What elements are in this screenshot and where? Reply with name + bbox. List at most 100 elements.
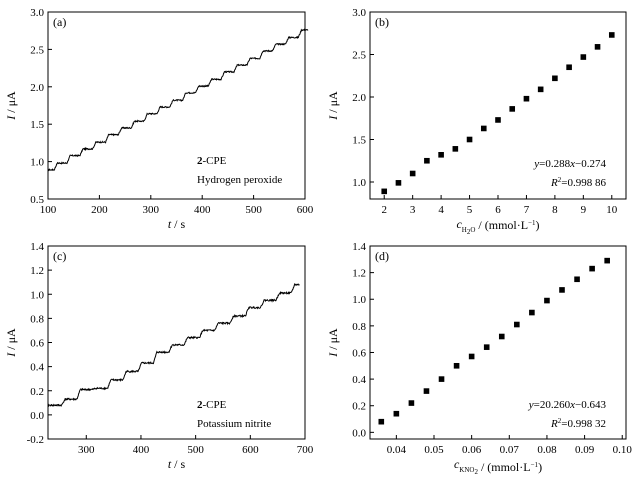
data-point: [452, 146, 459, 152]
x-tick-label: 400: [194, 204, 211, 216]
x-tick-label: 0.08: [537, 444, 557, 456]
y-tick-label: 0.5: [30, 194, 44, 206]
x-tick-label: 0.05: [424, 444, 444, 456]
panel-b: 2 3 4 5 6 7 8 9 10 1.0 1.5 2.0 2.5 3.0 (b) I / μA cH2O /…: [326, 7, 627, 236]
x-axis-label: t / s: [168, 217, 186, 231]
data-point: [537, 86, 544, 93]
y-tick-label: 0.8: [352, 321, 366, 333]
x-tick-label: 600: [242, 444, 259, 456]
data-point: [589, 265, 595, 272]
y-tick-label: 2.0: [352, 92, 366, 104]
data-point: [409, 170, 416, 177]
y-tick-label: 1.5: [352, 135, 366, 147]
data-point: [378, 418, 385, 425]
y-axis-label: I / μA: [4, 328, 18, 358]
x-tick-label: 5: [467, 204, 473, 216]
y-tick-label: 1.0: [30, 289, 44, 301]
annotation-electrode: 2-CPE: [197, 155, 227, 167]
y-tick-label: -0.2: [27, 434, 44, 446]
fit-equation: y=20.260x−0.643: [528, 399, 607, 411]
panel-a: 100 200 300 400 500 600 0.5 1.0 1.5 2.0 2.5 3.0 (a) I…: [4, 7, 314, 231]
panel-c: 300 400 500 600 700 -0.2 0.0 0.2 0.4 0.6 0.8 1.0 1.2…: [4, 241, 314, 471]
data-point: [408, 400, 415, 406]
data-point: [608, 32, 615, 38]
data-point: [514, 321, 520, 328]
x-tick-label: 6: [495, 204, 501, 216]
data-point: [393, 410, 400, 417]
x-tick-label: 9: [581, 204, 587, 216]
y-tick-label: 2.5: [352, 50, 366, 62]
x-tick-label: 4: [438, 204, 444, 216]
data-point: [566, 64, 572, 71]
y-tick-label: 1.4: [352, 241, 366, 253]
data-point: [544, 297, 550, 304]
x-tick-label: 0.10: [613, 444, 633, 456]
annotation-analyte: Hydrogen peroxide: [197, 174, 282, 186]
y-tick-label: 3.0: [352, 7, 366, 19]
data-point: [453, 362, 460, 369]
plot-frame: [47, 11, 306, 200]
data-point: [495, 117, 501, 123]
y-tick-label: 2.5: [30, 44, 44, 56]
y-axis-label: I / μA: [326, 91, 340, 121]
data-point: [509, 106, 516, 112]
fit-r-squared: R2=0.998 32: [550, 417, 606, 430]
x-axis-label: cKNO2 / (mmol·L−1): [454, 457, 542, 476]
y-tick-label: 0.2: [30, 386, 44, 398]
y-tick-label: 1.0: [30, 157, 44, 169]
x-tick-label: 200: [91, 204, 108, 216]
y-tick-label: 0.2: [352, 401, 366, 413]
data-point: [594, 44, 601, 50]
x-tick-label: 0.04: [387, 444, 407, 456]
data-point: [438, 376, 445, 382]
plot-frame: [47, 245, 306, 440]
annotation-electrode: 2-CPE: [197, 399, 227, 411]
x-tick-label: 700: [297, 444, 314, 456]
data-point: [468, 353, 475, 360]
x-tick-label: 500: [245, 204, 262, 216]
x-tick-label: 0.09: [575, 444, 595, 456]
x-tick-label: 300: [143, 204, 160, 216]
plot-frame: [369, 245, 627, 440]
x-tick-label: 300: [78, 444, 95, 456]
data-point: [580, 54, 587, 60]
y-tick-label: 0.0: [30, 410, 44, 422]
data-point: [559, 287, 565, 293]
x-tick-label: 3: [410, 204, 416, 216]
data-point: [381, 188, 388, 195]
fit-equation: y=0.288x−0.274: [533, 158, 606, 170]
y-tick-label: 0.6: [352, 347, 366, 359]
y-tick-label: 0.6: [30, 338, 44, 350]
data-point: [523, 95, 530, 102]
y-tick-label: 2.0: [30, 82, 44, 94]
data-point: [604, 257, 610, 264]
y-tick-label: 0.8: [30, 313, 44, 325]
data-point: [438, 152, 444, 158]
y-tick-label: 0.4: [352, 374, 366, 386]
data-point: [552, 75, 558, 82]
y-tick-label: 0.4: [30, 362, 44, 374]
data-point: [498, 333, 505, 340]
data-point: [395, 180, 402, 186]
y-axis-label: I / μA: [4, 91, 18, 121]
y-tick-label: 0.0: [352, 427, 366, 439]
y-tick-label: 1.2: [352, 268, 366, 280]
x-tick-label: 2: [381, 204, 387, 216]
plot-frame: [369, 11, 627, 200]
x-tick-label: 10: [606, 204, 618, 216]
y-tick-label: 1.0: [352, 294, 366, 306]
data-point: [423, 388, 430, 394]
x-tick-label: 600: [297, 204, 314, 216]
data-point: [424, 157, 430, 164]
panel-label: (b): [375, 15, 389, 29]
data-point: [574, 276, 580, 283]
fit-r-squared: R2=0.998 86: [550, 176, 606, 189]
y-tick-label: 1.5: [30, 119, 44, 131]
y-tick-label: 3.0: [30, 7, 44, 19]
y-axis-label: I / μA: [326, 328, 340, 358]
data-point: [466, 136, 473, 143]
x-tick-label: 400: [133, 444, 150, 456]
panel-label: (a): [53, 15, 66, 29]
data-point: [480, 125, 487, 132]
